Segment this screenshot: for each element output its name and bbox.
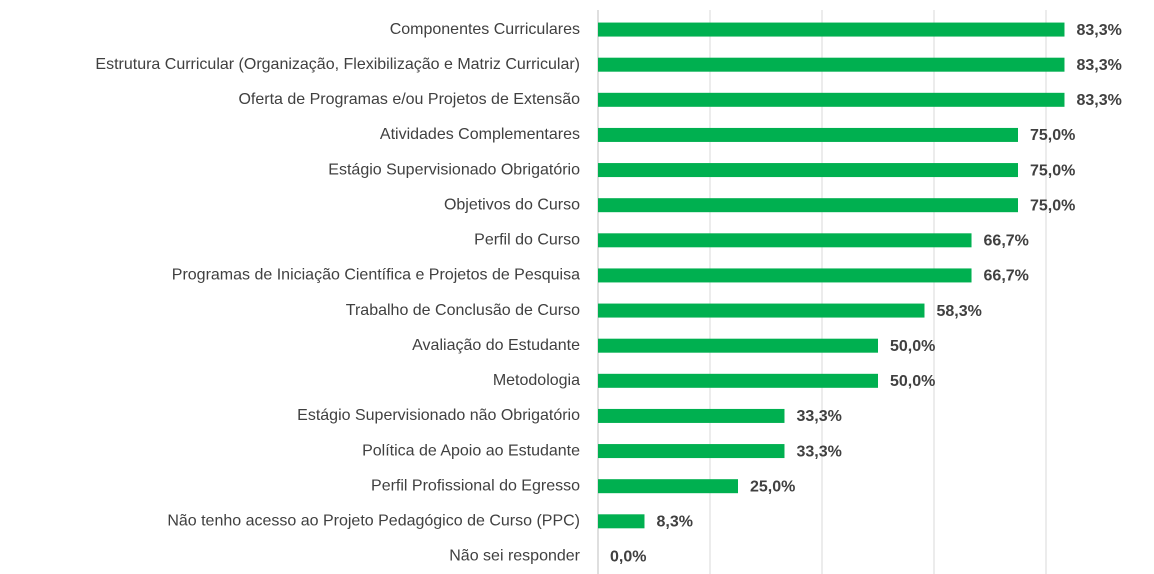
bar [598,514,645,529]
bar [598,268,972,283]
value-label: 8,3% [656,514,692,531]
bar [598,22,1065,37]
value-label: 83,3% [1076,57,1121,74]
value-label: 50,0% [890,373,935,390]
bar [598,479,738,494]
y-tick-label: Não tenho acesso ao Projeto Pedagógico d… [167,513,580,530]
bar [598,233,972,248]
value-label: 0,0% [610,549,646,566]
y-tick-label: Estrutura Curricular (Organização, Flexi… [95,56,580,73]
y-tick-label: Programas de Iniciação Científica e Proj… [172,267,580,284]
value-label: 58,3% [936,303,981,320]
bar [598,373,878,388]
bar [598,127,1018,142]
y-tick-label: Objetivos do Curso [444,196,580,213]
y-tick-label: Atividades Complementares [380,126,580,143]
y-tick-label: Perfil Profissional do Egresso [371,477,580,494]
y-tick-label: Não sei responder [449,548,580,565]
value-label: 33,3% [796,408,841,425]
value-label: 50,0% [890,338,935,355]
bar [598,198,1018,213]
value-label: 75,0% [1030,197,1075,214]
value-label: 75,0% [1030,162,1075,179]
y-tick-label: Componentes Curriculares [390,21,580,38]
bar [598,92,1065,107]
value-label: 66,7% [984,268,1029,285]
value-label: 75,0% [1030,127,1075,144]
bar [598,338,878,353]
y-tick-label: Política de Apoio ao Estudante [362,442,580,459]
bar [598,163,1018,178]
y-tick-label: Metodologia [493,372,580,389]
y-tick-label: Estágio Supervisionado não Obrigatório [297,407,580,424]
value-label: 83,3% [1076,92,1121,109]
y-tick-label: Oferta de Programas e/ou Projetos de Ext… [238,91,580,108]
y-tick-label: Perfil do Curso [474,232,580,249]
bar [598,303,925,318]
value-label: 83,3% [1076,22,1121,39]
bar [598,444,785,459]
bar [598,57,1065,72]
bar [598,408,785,423]
value-label: 66,7% [984,233,1029,250]
y-tick-label: Estágio Supervisionado Obrigatório [328,161,580,178]
y-tick-label: Avaliação do Estudante [412,337,580,354]
y-tick-label: Trabalho de Conclusão de Curso [346,302,580,319]
value-label: 25,0% [750,478,795,495]
value-label: 33,3% [796,443,841,460]
